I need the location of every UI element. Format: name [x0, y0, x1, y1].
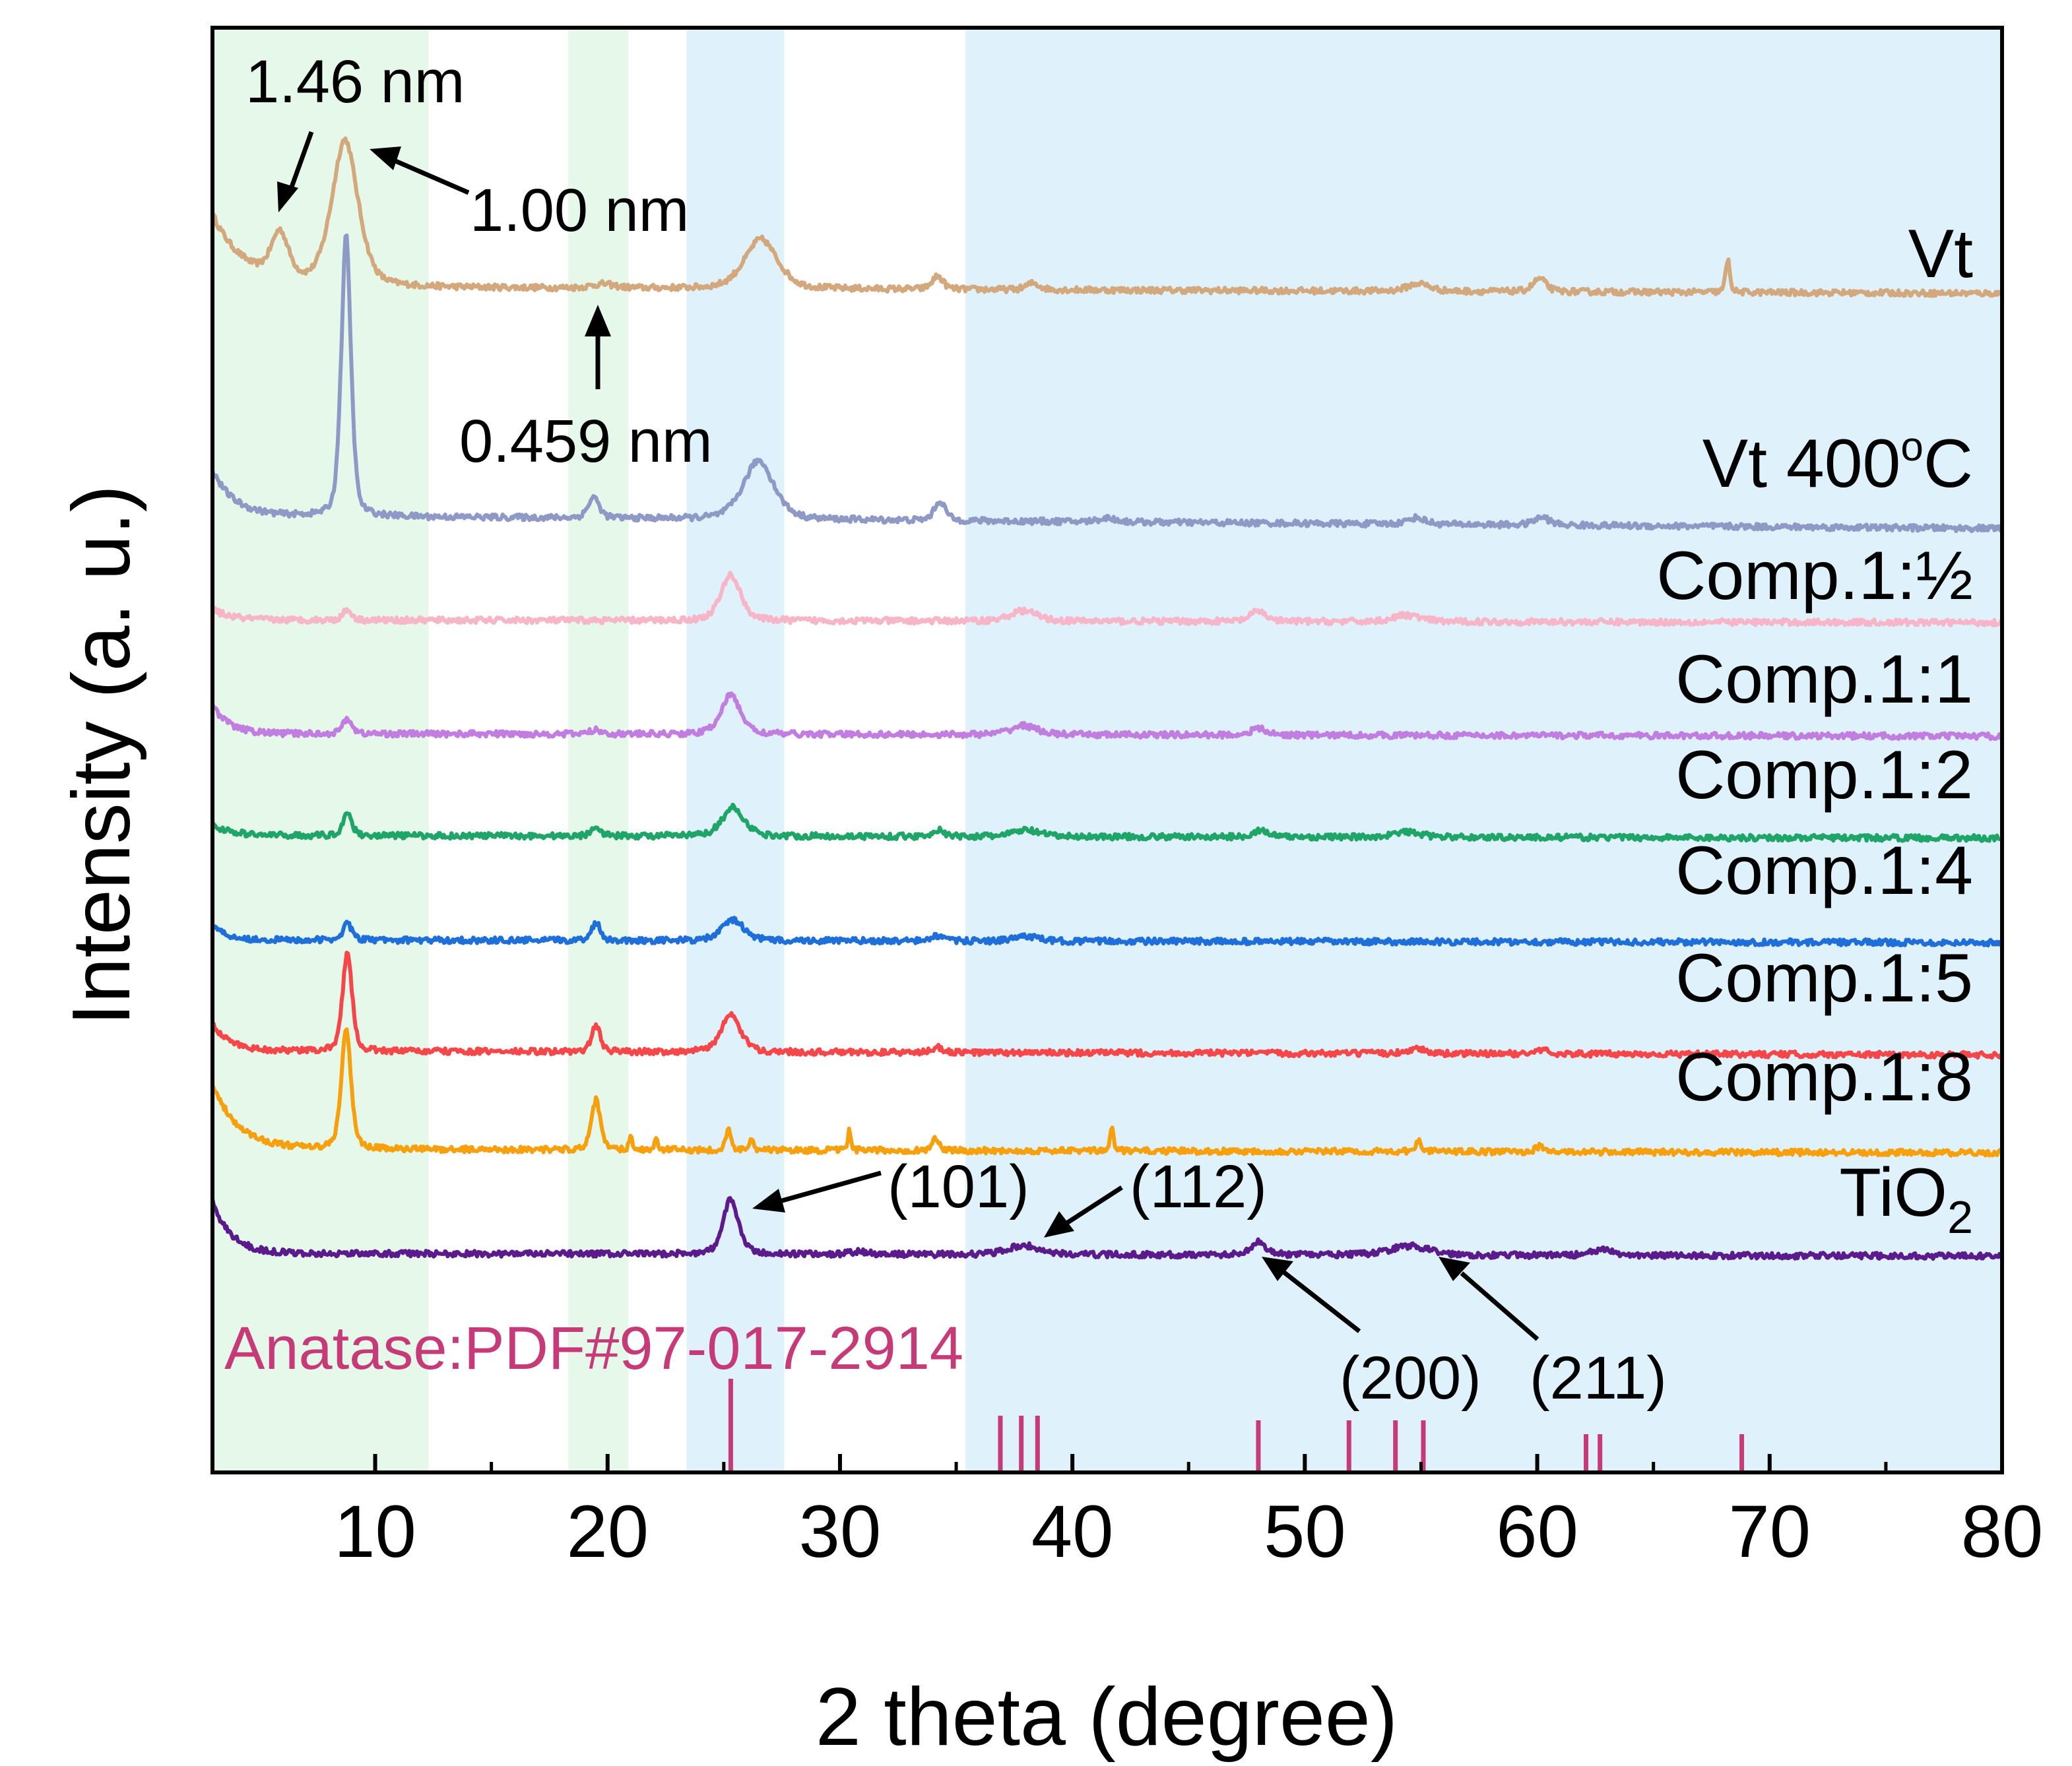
- shaded-band-1: [567, 28, 629, 1472]
- shaded-band-0: [212, 28, 429, 1472]
- series-curve-2: [210, 571, 2004, 628]
- series-curve-7: [210, 1027, 2004, 1158]
- annotation-200: (200): [1340, 1344, 1481, 1412]
- annotations: 1.46 nm 1.00 nm 0.459 nm (101) (112) (20…: [245, 48, 1667, 1412]
- annotation-1-46nm: 1.46 nm: [245, 48, 465, 115]
- arrow-200: [1281, 1270, 1361, 1333]
- annotation-0-459nm: 0.459 nm: [459, 408, 713, 475]
- plot-frame: [210, 26, 2004, 1474]
- arrow-101: [777, 1170, 882, 1205]
- series-label-2: Comp.1:½: [1656, 538, 1973, 614]
- x-tick-label-50: 50: [1264, 1490, 1346, 1573]
- shaded-band-3: [965, 28, 2002, 1472]
- arrowhead-1-00nm: [370, 146, 401, 170]
- annotation-101: (101): [888, 1153, 1029, 1220]
- series-curve-0: [210, 136, 2004, 298]
- series-label-3: Comp.1:1: [1675, 641, 1973, 718]
- diffraction-curves: [210, 136, 2004, 1261]
- y-axis-label: Intensity (a. u.): [56, 485, 147, 1026]
- x-tick-label-80: 80: [1961, 1490, 2044, 1573]
- series-label-5: Comp.1:4: [1675, 833, 1973, 909]
- series-curve-5: [210, 916, 2004, 948]
- annotation-211: (211): [1530, 1344, 1667, 1412]
- annotation-1-00nm: 1.00 nm: [470, 177, 689, 244]
- x-tick-label-70: 70: [1729, 1490, 1811, 1573]
- arrowhead-200: [1262, 1257, 1293, 1281]
- x-tick-label-60: 60: [1496, 1490, 1578, 1573]
- arrow-211: [1460, 1271, 1539, 1341]
- series-label-8: TiO2: [1839, 1154, 1973, 1243]
- series-curve-6: [210, 951, 2003, 1060]
- reference-lines: [728, 1379, 1745, 1471]
- x-tick-label-20: 20: [566, 1490, 649, 1573]
- series-curve-4: [210, 802, 2003, 843]
- x-tick-label-10: 10: [334, 1490, 416, 1573]
- annotation-112: (112): [1130, 1153, 1267, 1220]
- arrow-1-00nm: [388, 156, 470, 195]
- shaded-band-2: [686, 28, 785, 1472]
- series-label-6: Comp.1:5: [1675, 940, 1973, 1017]
- x-axis-label: 2 theta (degree): [816, 1672, 1398, 1763]
- x-tick-label-40: 40: [1031, 1490, 1114, 1573]
- series-label-0: Vt: [1908, 216, 1973, 292]
- arrowhead-112: [1044, 1211, 1074, 1238]
- series-label-7: Comp.1:8: [1675, 1039, 1973, 1116]
- reference-label: Anatase:PDF#97-017-2914: [224, 1315, 963, 1382]
- series-label-1: Vt 400oC: [1702, 424, 1973, 502]
- x-axis-ticks: 10 20 30 40 50 60 70 80: [334, 1454, 2043, 1573]
- arrowhead-0-459nm: [585, 305, 611, 336]
- series-label-4: Comp.1:2: [1675, 737, 1973, 813]
- shaded-regions: [212, 28, 2002, 1472]
- x-tick-label-30: 30: [799, 1490, 882, 1573]
- series-curve-8: [210, 1196, 2004, 1261]
- arrowhead-211: [1439, 1257, 1470, 1281]
- series-curve-3: [210, 691, 2003, 741]
- arrowhead-1-46nm: [277, 181, 298, 212]
- arrow-112: [1064, 1185, 1123, 1226]
- series-labels: Vt Vt 400oC Comp.1:½ Comp.1:1 Comp.1:2 Comp.1…: [1656, 216, 1973, 1243]
- arrowhead-101: [752, 1189, 785, 1213]
- series-curve-1: [210, 233, 2004, 533]
